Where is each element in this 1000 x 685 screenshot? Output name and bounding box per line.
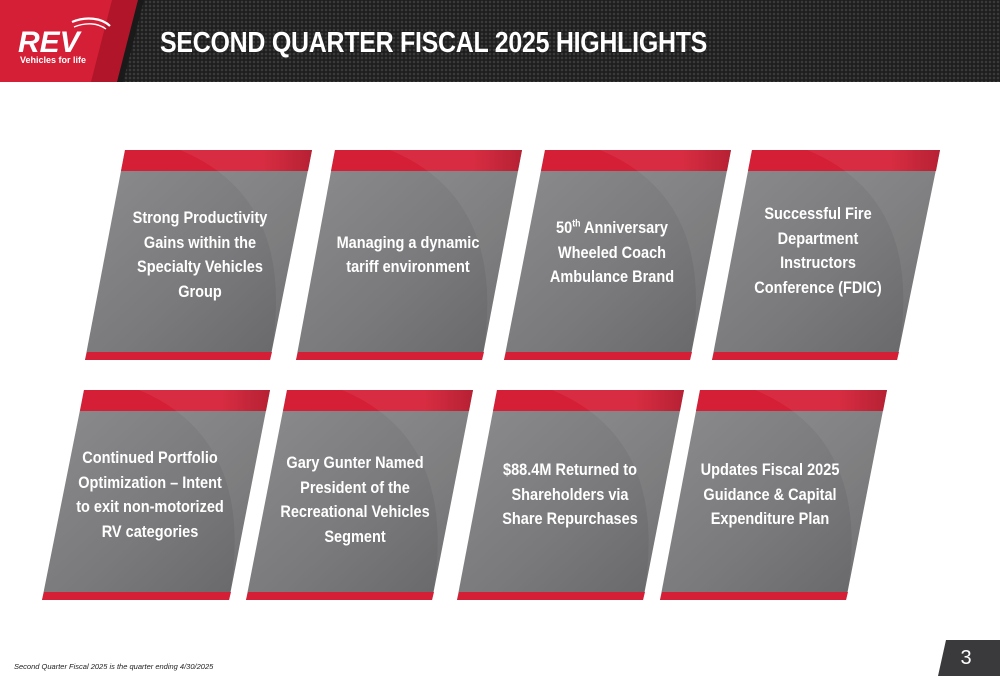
page-number-badge bbox=[938, 640, 1000, 676]
card-5-text: Continued Portfolio Optimization – Inten… bbox=[76, 449, 224, 541]
card-7-text: $88.4M Returned to Shareholders via Shar… bbox=[502, 461, 638, 529]
svg-text:REV: REV bbox=[18, 26, 83, 59]
card-4-text: Successful Fire Department Instructors C… bbox=[754, 205, 882, 297]
card-6-text: Gary Gunter Named President of the Recre… bbox=[280, 454, 430, 546]
page-number: 3 bbox=[960, 647, 972, 669]
card-3-text: 50th Anniversary Wheeled Coach Ambulance… bbox=[549, 218, 675, 287]
rev-logo: REV bbox=[18, 17, 111, 59]
card-1-text: Strong Productivity Gains within the Spe… bbox=[132, 209, 268, 301]
card-8-text: Updates Fiscal 2025 Guidance & Capital E… bbox=[700, 461, 840, 529]
card-2-text: Managing a dynamic tariff environment bbox=[336, 233, 480, 277]
footnote: Second Quarter Fiscal 2025 is the quarte… bbox=[14, 662, 214, 671]
slide-header: REV Vehicles for life SECOND QUARTER FIS… bbox=[0, 0, 1000, 82]
page-title: SECOND QUARTER FISCAL 2025 HIGHLIGHTS bbox=[160, 27, 708, 59]
logo-tagline: Vehicles for life bbox=[20, 55, 87, 65]
